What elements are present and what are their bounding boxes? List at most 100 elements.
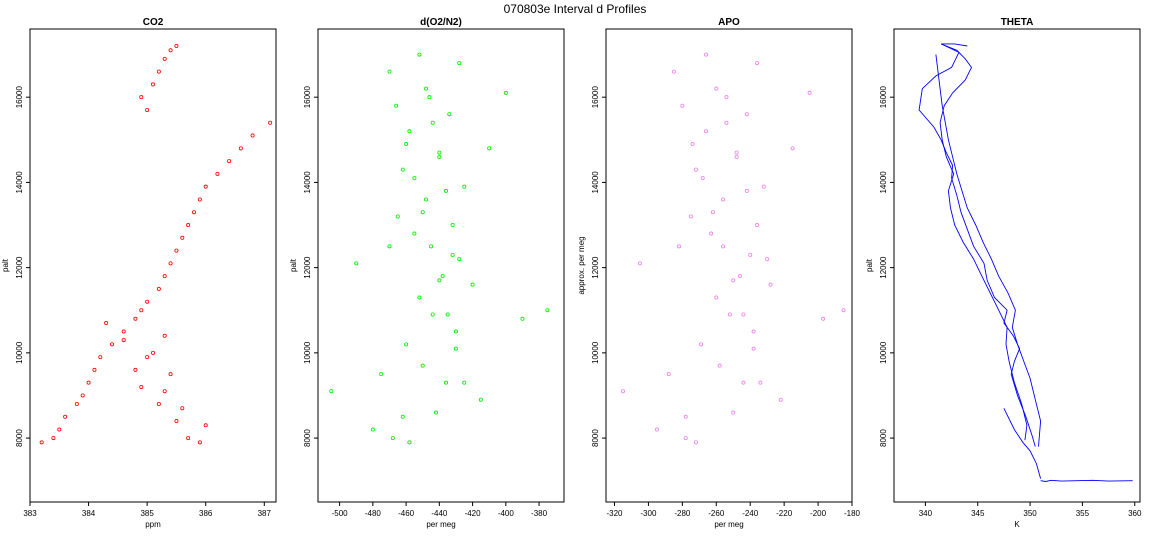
data-point xyxy=(450,252,455,257)
data-point xyxy=(693,167,698,172)
panel-title: THETA xyxy=(1001,17,1034,28)
data-point xyxy=(168,261,173,266)
data-point xyxy=(110,342,115,347)
data-point xyxy=(768,282,773,287)
data-point xyxy=(162,274,167,279)
data-point xyxy=(688,214,693,219)
data-point xyxy=(440,274,445,279)
data-point xyxy=(709,231,714,236)
data-point xyxy=(139,384,144,389)
data-point xyxy=(790,146,795,151)
data-point xyxy=(74,401,79,406)
data-point xyxy=(429,244,434,249)
series-line xyxy=(1003,408,1042,479)
x-tick-label: 350 xyxy=(1023,509,1037,518)
data-point xyxy=(453,329,458,334)
x-tick-label: -220 xyxy=(776,509,793,518)
data-point xyxy=(370,427,375,432)
panel-2: d(O2/N2) -500 -480 -460 -440 -420 -400 -380 8000… xyxy=(289,17,565,529)
x-tick-label: 345 xyxy=(971,509,985,518)
data-point xyxy=(437,154,442,159)
data-point xyxy=(654,427,659,432)
y-tick-label: 10000 xyxy=(591,341,600,364)
data-point xyxy=(751,346,756,351)
x-tick-label: -440 xyxy=(431,509,448,518)
y-tick-label: 16000 xyxy=(591,86,600,109)
y-tick-label: 12000 xyxy=(591,256,600,279)
data-point xyxy=(417,295,422,300)
series-line xyxy=(935,54,1042,447)
y-tick-label: 14000 xyxy=(15,171,24,194)
data-point xyxy=(424,86,429,91)
data-point xyxy=(443,188,448,193)
data-point xyxy=(457,61,462,66)
data-point xyxy=(133,316,138,321)
data-point xyxy=(445,312,450,317)
x-tick-label: 383 xyxy=(23,509,37,518)
data-point xyxy=(731,410,736,415)
y-tick-label: 8000 xyxy=(591,429,600,447)
data-point xyxy=(174,419,179,424)
data-point xyxy=(683,436,688,441)
data-point xyxy=(186,223,191,228)
data-point xyxy=(717,363,722,368)
y-axis-label: palt xyxy=(1,258,10,272)
y-tick-label: 8000 xyxy=(15,429,24,447)
x-tick-label: -200 xyxy=(810,509,827,518)
y-tick-label: 14000 xyxy=(591,171,600,194)
data-point xyxy=(150,350,155,355)
data-point xyxy=(268,120,273,125)
panel-title: APO xyxy=(718,17,740,28)
data-point xyxy=(203,423,208,428)
y-tick-label: 14000 xyxy=(303,171,312,194)
y-tick-label: 8000 xyxy=(303,429,312,447)
x-tick-label: -500 xyxy=(332,509,349,518)
data-point xyxy=(731,278,736,283)
data-point xyxy=(430,120,435,125)
series-line xyxy=(918,43,1036,447)
data-point xyxy=(145,107,150,112)
data-point xyxy=(400,414,405,419)
data-point xyxy=(145,355,150,360)
data-point xyxy=(487,146,492,151)
data-point xyxy=(180,406,185,411)
y-tick-label: 8000 xyxy=(879,429,888,447)
data-point xyxy=(238,146,243,151)
data-point xyxy=(354,261,359,266)
x-tick-label: -400 xyxy=(498,509,515,518)
y-axis-label: palt xyxy=(865,258,874,272)
plot-frame xyxy=(605,28,853,503)
data-point xyxy=(676,244,681,249)
data-point xyxy=(714,295,719,300)
data-point xyxy=(390,436,395,441)
data-point xyxy=(139,308,144,313)
data-point xyxy=(98,355,103,360)
series-line xyxy=(1040,479,1133,482)
data-point xyxy=(387,244,392,249)
data-point xyxy=(450,223,455,228)
data-point xyxy=(387,69,392,74)
data-point xyxy=(721,244,726,249)
data-point xyxy=(744,188,749,193)
data-point xyxy=(156,286,161,291)
data-point xyxy=(704,52,709,57)
data-point xyxy=(63,414,68,419)
data-point xyxy=(407,440,412,445)
data-point xyxy=(457,257,462,262)
panel-3: APO -320 -300 -280 -260 -240 -220 -200 -180 8000 1… xyxy=(577,17,861,529)
data-point xyxy=(215,171,220,176)
series-marks xyxy=(918,43,1133,482)
data-point xyxy=(162,56,167,61)
x-axis-label: ppm xyxy=(145,520,161,529)
data-point xyxy=(395,214,400,219)
data-point xyxy=(710,210,715,215)
data-point xyxy=(462,184,467,189)
x-tick-label: 385 xyxy=(140,509,154,518)
data-point xyxy=(470,282,475,287)
panels: CO2 383 384 385 386 387 8000 10000 12000 14000 160… xyxy=(1,17,1142,529)
x-tick-label: -420 xyxy=(465,509,482,518)
data-point xyxy=(637,261,642,266)
y-tick-label: 16000 xyxy=(15,86,24,109)
data-point xyxy=(174,248,179,253)
data-point xyxy=(407,129,412,134)
